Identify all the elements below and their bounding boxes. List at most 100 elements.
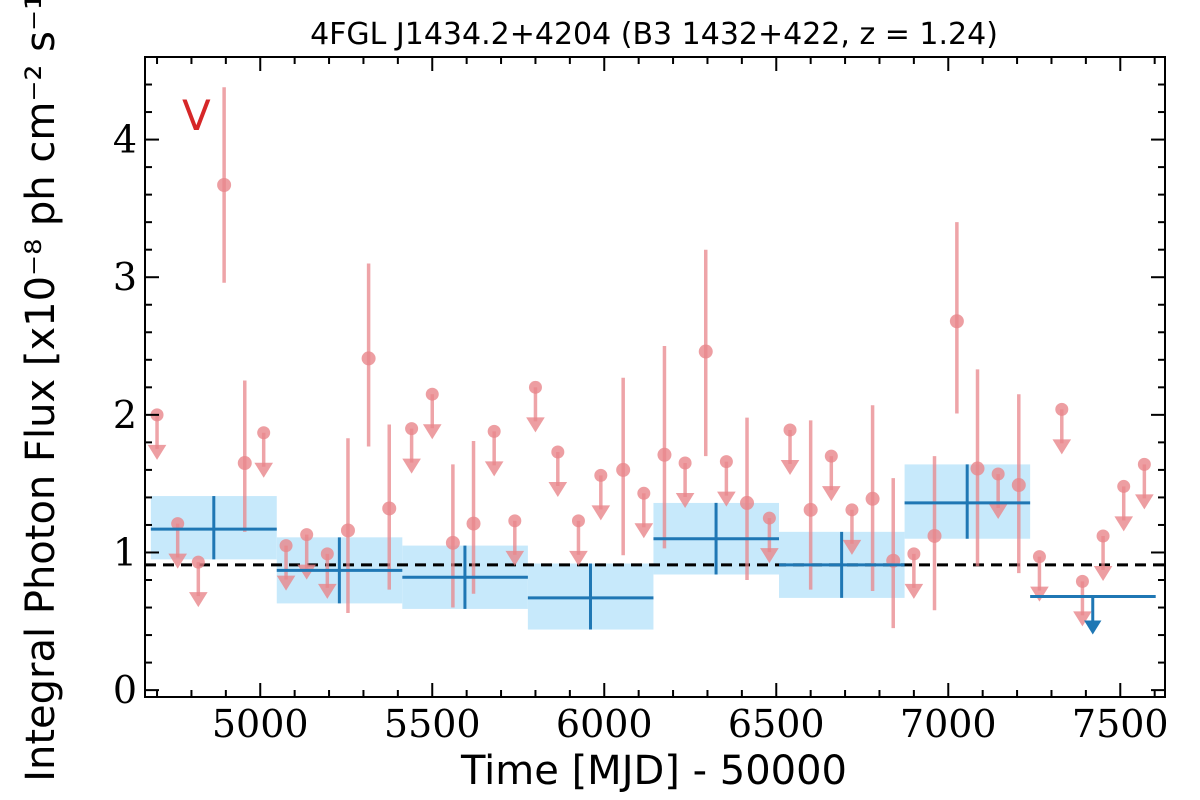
short-bin-ul-point-28 xyxy=(1117,479,1131,493)
short-bin-ul-point-4 xyxy=(279,539,293,553)
short-bin-ul-arrow-6 xyxy=(318,583,337,599)
short-bin-point-12 xyxy=(865,491,880,506)
short-bin-ul-point-13 xyxy=(571,514,585,528)
short-bin-ul-point-12 xyxy=(551,445,565,459)
short-bin-ul-arrow-27 xyxy=(1093,565,1113,581)
short-bin-ul-arrow-1 xyxy=(168,553,187,569)
short-bin-ul-point-21 xyxy=(845,503,859,517)
short-bin-ul-point-20 xyxy=(824,449,838,463)
short-bin-ul-point-16 xyxy=(678,456,692,470)
short-bin-ul-arrow-3 xyxy=(254,462,273,478)
short-bin-point-11 xyxy=(803,502,818,517)
short-bin-ul-arrow-17 xyxy=(717,491,736,507)
short-bin-ul-point-22 xyxy=(907,547,921,561)
short-bin-ul-point-17 xyxy=(719,455,733,469)
short-bin-ul-point-1 xyxy=(171,517,185,531)
short-bin-point-5 xyxy=(445,535,460,550)
chart-title: 4FGL J1434.2+4204 (B3 1432+422, z = 1.24… xyxy=(310,17,998,52)
short-bin-ul-arrow-13 xyxy=(569,550,588,566)
short-bin-ul-point-29 xyxy=(1137,457,1151,471)
short-bin-ul-point-26 xyxy=(1075,574,1089,588)
y-tick-label-4: 4 xyxy=(113,118,137,162)
short-bin-ul-point-23 xyxy=(991,467,1005,481)
short-bin-ul-point-2 xyxy=(191,555,205,569)
short-bin-ul-arrow-29 xyxy=(1135,494,1154,510)
short-bin-ul-arrow-7 xyxy=(402,458,421,474)
short-bin-ul-arrow-26 xyxy=(1073,611,1092,627)
short-bin-ul-arrow-8 xyxy=(422,424,442,440)
x-tick-label-6000: 6000 xyxy=(556,702,653,746)
plot-frame xyxy=(144,56,1166,698)
x-axis-ticks: 5000 5500 6000 6500 7000 7500 xyxy=(156,57,1169,746)
short-bin-ul-point-9 xyxy=(487,424,501,438)
short-bin-point-16 xyxy=(970,461,985,476)
short-bin-point-14 xyxy=(927,528,942,543)
short-bin-ul-arrow-15 xyxy=(634,523,654,539)
long-bin-ul-arrow-0 xyxy=(1084,620,1102,635)
short-bin-ul-point-18 xyxy=(762,511,776,525)
short-bin-ul-point-7 xyxy=(405,422,419,436)
short-bin-ul-arrow-10 xyxy=(505,550,525,566)
y-tick-label-0: 0 xyxy=(113,668,137,712)
short-bin-ul-arrow-23 xyxy=(988,504,1008,520)
short-bin-point-7 xyxy=(616,462,631,477)
short-bin-ul-arrow-5 xyxy=(297,564,316,580)
short-bin-ul-arrow-12 xyxy=(548,482,568,498)
y-axis-ticks: 0 1 2 3 4 xyxy=(113,56,1165,712)
short-bin-ul-point-25 xyxy=(1055,402,1069,416)
short-bin-ul-point-11 xyxy=(528,380,542,394)
short-bin-ul-point-5 xyxy=(300,528,314,542)
short-bin-ul-point-6 xyxy=(320,547,334,561)
x-tick-label-5000: 5000 xyxy=(212,702,309,746)
short-bin-ul-point-19 xyxy=(783,423,797,437)
x-tick-label-5500: 5500 xyxy=(384,702,481,746)
short-bin-ul-point-3 xyxy=(257,426,271,440)
short-bin-ul-arrow-9 xyxy=(484,461,504,477)
short-bin-ul-point-14 xyxy=(594,468,608,482)
short-bin-ul-arrow-20 xyxy=(822,486,841,502)
short-bin-series xyxy=(147,87,1154,629)
short-bin-ul-arrow-28 xyxy=(1114,516,1134,532)
short-bin-point-0 xyxy=(217,178,232,192)
short-bin-point-4 xyxy=(382,501,397,516)
short-bin-ul-arrow-0 xyxy=(147,444,167,460)
short-bin-point-3 xyxy=(361,351,376,366)
short-bin-point-1 xyxy=(237,456,252,471)
short-bin-ul-arrow-21 xyxy=(842,539,862,555)
x-tick-label-7000: 7000 xyxy=(900,702,997,746)
short-bin-point-17 xyxy=(1011,478,1026,493)
y-axis-title: Integral Photon Flux [x10⁻⁸ ph cm⁻² s⁻¹] xyxy=(18,0,64,782)
short-bin-point-2 xyxy=(340,523,355,538)
long-bin-series xyxy=(150,464,1156,635)
short-bin-ul-point-10 xyxy=(508,514,522,528)
panel-label: V xyxy=(182,91,211,140)
short-bin-ul-arrow-2 xyxy=(189,592,208,608)
short-bin-point-6 xyxy=(466,516,481,531)
short-bin-point-10 xyxy=(740,495,755,510)
short-bin-point-9 xyxy=(698,344,713,359)
x-tick-label-7500: 7500 xyxy=(1072,702,1169,746)
short-bin-ul-arrow-25 xyxy=(1052,439,1072,455)
short-bin-ul-point-24 xyxy=(1032,550,1046,564)
short-bin-ul-point-27 xyxy=(1096,529,1110,543)
x-axis-title: Time [MJD] - 50000 xyxy=(460,748,847,794)
short-bin-point-15 xyxy=(949,314,964,329)
short-bin-ul-point-15 xyxy=(637,486,651,500)
short-bin-ul-arrow-4 xyxy=(276,575,296,591)
short-bin-point-8 xyxy=(657,447,672,462)
short-bin-ul-arrow-18 xyxy=(760,548,779,564)
short-bin-ul-arrow-11 xyxy=(526,417,545,433)
y-tick-label-3: 3 xyxy=(113,255,137,299)
short-bin-ul-arrow-19 xyxy=(780,459,800,475)
y-tick-label-2: 2 xyxy=(113,393,137,437)
short-bin-ul-arrow-14 xyxy=(591,505,611,521)
x-tick-label-6500: 6500 xyxy=(728,702,825,746)
short-bin-ul-point-8 xyxy=(425,387,439,401)
plot-border xyxy=(144,56,1166,698)
short-bin-ul-arrow-16 xyxy=(675,493,695,509)
y-tick-label-1: 1 xyxy=(113,530,137,574)
short-bin-ul-arrow-24 xyxy=(1030,586,1049,602)
short-bin-ul-arrow-22 xyxy=(904,583,924,599)
